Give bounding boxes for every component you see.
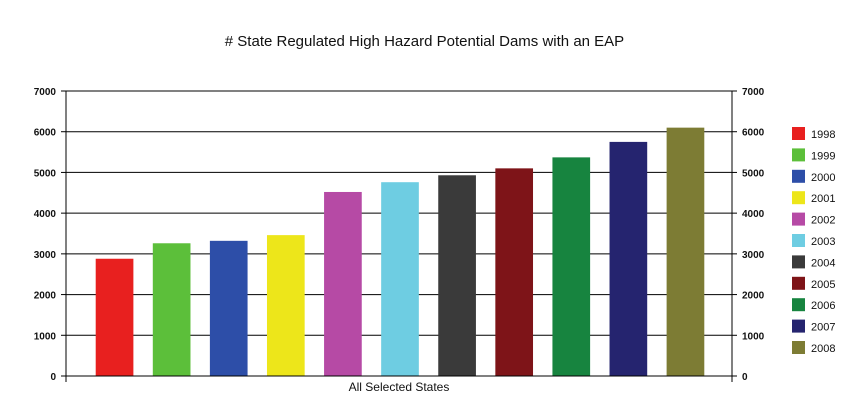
y-tick-label-right: 5000 bbox=[742, 168, 765, 179]
legend-label-2005: 2005 bbox=[811, 279, 835, 291]
legend-label-2006: 2006 bbox=[811, 300, 835, 312]
y-tick-label-left: 1000 bbox=[34, 331, 57, 342]
y-tick-label-right: 3000 bbox=[742, 250, 765, 261]
y-tick-label-right: 4000 bbox=[742, 209, 765, 220]
legend-label-1999: 1999 bbox=[811, 150, 835, 162]
bar-2008 bbox=[666, 127, 705, 377]
legend-label-1998: 1998 bbox=[811, 129, 835, 141]
bars bbox=[95, 127, 705, 377]
legend-swatch-2003 bbox=[792, 234, 805, 247]
bar-2001 bbox=[266, 235, 305, 376]
legend-swatch-1998 bbox=[792, 127, 805, 140]
bar-2007 bbox=[609, 141, 648, 376]
chart-title: # State Regulated High Hazard Potential … bbox=[224, 33, 625, 50]
y-axis-right-ticks: 0 1000 2000 3000 4000 5000 6000 7000 bbox=[742, 87, 765, 383]
y-tick-label-right: 2000 bbox=[742, 291, 765, 302]
legend-swatch-1999 bbox=[792, 148, 805, 162]
y-tick-label-left: 0 bbox=[50, 372, 56, 383]
legend-label-2008: 2008 bbox=[811, 343, 835, 355]
legend-swatch-2007 bbox=[792, 319, 805, 333]
x-category-label: All Selected States bbox=[348, 380, 450, 394]
bar-2003 bbox=[381, 182, 419, 376]
legend-label-2003: 2003 bbox=[811, 236, 835, 248]
legend-label-2000: 2000 bbox=[811, 172, 835, 184]
legend-swatch-2001 bbox=[792, 191, 805, 205]
y-tick-label-left: 6000 bbox=[34, 128, 57, 139]
y-tick-label-right: 6000 bbox=[742, 128, 765, 139]
bar-1999 bbox=[152, 243, 191, 376]
y-tick-label-right: 0 bbox=[742, 372, 748, 383]
legend-swatch-2004 bbox=[792, 255, 805, 269]
legend-swatch-2002 bbox=[792, 212, 805, 226]
legend-label-2007: 2007 bbox=[811, 322, 835, 334]
y-tick-label-left: 2000 bbox=[34, 291, 57, 302]
legend-swatch-2005 bbox=[792, 276, 805, 290]
legend-swatch-2008 bbox=[792, 341, 805, 354]
y-tick-label-left: 7000 bbox=[34, 87, 57, 98]
y-tick-label-right: 1000 bbox=[742, 331, 765, 342]
bar-2000 bbox=[209, 240, 248, 376]
legend-swatch-2000 bbox=[792, 169, 805, 183]
legend-label-2002: 2002 bbox=[811, 215, 835, 227]
bar-2005 bbox=[495, 168, 534, 376]
bar-1998 bbox=[95, 258, 134, 376]
y-tick-label-left: 5000 bbox=[34, 168, 57, 179]
y-axis-left-ticks: 0 1000 2000 3000 4000 5000 6000 7000 bbox=[34, 87, 57, 383]
legend: 1998 1999 2000 2001 2002 2003 2004 2005 2006 2007… bbox=[792, 127, 835, 355]
y-tick-label-right: 7000 bbox=[742, 87, 765, 98]
bar-2006 bbox=[552, 157, 591, 376]
axes bbox=[61, 90, 737, 382]
bar-2004 bbox=[438, 175, 476, 376]
y-tick-label-left: 3000 bbox=[34, 250, 57, 261]
y-tick-label-left: 4000 bbox=[34, 209, 57, 220]
legend-label-2001: 2001 bbox=[811, 193, 835, 205]
bar-2002 bbox=[324, 191, 362, 376]
legend-label-2004: 2004 bbox=[811, 257, 835, 269]
legend-swatch-2006 bbox=[792, 298, 805, 312]
